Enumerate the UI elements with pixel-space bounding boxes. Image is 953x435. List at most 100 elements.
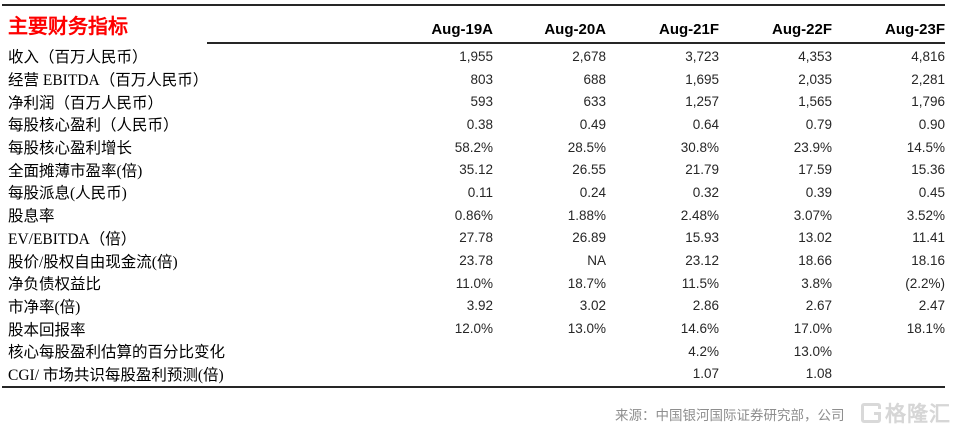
table-cell: 1,695: [685, 71, 719, 87]
table-row: 股价/股权自由现金流(倍) 23.78 NA 23.12 18.66 18.16: [8, 249, 945, 272]
watermark: 格隆汇: [861, 398, 951, 428]
watermark-text: 格隆汇: [885, 403, 951, 426]
row-label: CGI/ 市场共识每股盈利预测(倍): [8, 366, 224, 384]
page-title: 主要财务指标: [8, 16, 128, 38]
table-cell: 1,565: [798, 94, 832, 110]
table-cell: 23.9%: [793, 139, 832, 155]
table-cell: 11.0%: [455, 275, 493, 291]
gelonghui-logo-icon: [861, 403, 881, 423]
table-cell: 1.07: [692, 366, 719, 382]
table-cell: 0.49: [579, 116, 606, 132]
table-cell: 2,678: [572, 48, 606, 64]
table-cell: 0.86%: [454, 207, 493, 223]
table-cell: 11.41: [912, 230, 945, 246]
row-label: 股息率: [8, 208, 55, 226]
table-cell: 2,035: [798, 71, 832, 87]
table-row: 每股核心盈利（人民币） 0.38 0.49 0.64 0.79 0.90: [8, 113, 945, 136]
table-cell: 15.36: [911, 162, 945, 178]
table-cell: 3,723: [685, 48, 719, 64]
table-cell: 58.2%: [454, 139, 493, 155]
row-label: 净负债权益比: [8, 276, 102, 294]
table-cell: 12.0%: [454, 321, 493, 337]
table-cell: 15.93: [685, 230, 719, 246]
row-label: 净利润（百万人民币）: [8, 94, 164, 112]
table-cell: 14.6%: [680, 321, 719, 337]
table-row: 收入（百万人民币） 1,955 2,678 3,723 4,353 4,816: [8, 45, 945, 68]
table-row: 每股核心盈利增长 58.2% 28.5% 30.8% 23.9% 14.5%: [8, 136, 945, 159]
table-cell: 27.78: [459, 230, 493, 246]
table-cell: 0.64: [692, 116, 719, 132]
table-cell: 14.5%: [906, 139, 945, 155]
row-label: 每股核心盈利（人民币）: [8, 117, 179, 135]
table-row: 核心每股盈利估算的百分比变化 4.2% 13.0%: [8, 340, 945, 363]
table-cell: 0.79: [805, 116, 832, 132]
table-cell: NA: [587, 253, 606, 269]
table-cell: 23.12: [685, 253, 719, 269]
table-cell: 2.86: [692, 298, 719, 314]
table-cell: 803: [470, 71, 493, 87]
table-row: 净利润（百万人民币） 593 633 1,257 1,565 1,796: [8, 90, 945, 113]
table-cell: 0.39: [805, 184, 832, 200]
table-cell: 28.5%: [567, 139, 606, 155]
table-row: 经营 EBITDA（百万人民币） 803 688 1,695 2,035 2,281: [8, 68, 945, 91]
column-header: Aug-22F: [772, 21, 832, 38]
table-cell: 3.07%: [793, 207, 832, 223]
row-label: 经营 EBITDA（百万人民币）: [8, 72, 209, 90]
table-row: 净负债权益比 11.0% 18.7% 11.5% 3.8% (2.2%): [8, 272, 945, 295]
row-label: 核心每股盈利估算的百分比变化: [8, 344, 226, 362]
table-cell: 13.02: [798, 230, 832, 246]
row-label: 每股核心盈利增长: [8, 140, 133, 158]
table-cell: 0.32: [692, 184, 719, 200]
table-cell: 1.88%: [567, 207, 606, 223]
table-cell: 26.89: [572, 230, 606, 246]
column-header: Aug-20A: [544, 21, 606, 38]
row-label: 全面摊薄市盈率(倍): [8, 162, 143, 180]
table-cell: 17.0%: [793, 321, 832, 337]
row-label: 收入（百万人民币）: [8, 49, 148, 67]
table-row: 每股派息(人民币) 0.11 0.24 0.32 0.39 0.45: [8, 181, 945, 204]
table-cell: 3.02: [579, 298, 606, 314]
table-cell: 0.11: [467, 184, 493, 200]
table-cell: 0.38: [466, 116, 493, 132]
table-cell: 2.48%: [680, 207, 719, 223]
table-row: 全面摊薄市盈率(倍) 35.12 26.55 21.79 17.59 15.36: [8, 158, 945, 181]
row-label: 市净率(倍): [8, 298, 81, 316]
table-cell: 593: [470, 94, 493, 110]
table-cell: 26.55: [572, 162, 606, 178]
source-note: 来源：中国银河国际证券研究部，公司: [615, 404, 845, 424]
bottom-rule: [2, 386, 945, 388]
table-row: 股本回报率 12.0% 13.0% 14.6% 17.0% 18.1%: [8, 317, 945, 340]
table-cell: 18.16: [911, 253, 945, 269]
table-cell: 2.67: [805, 298, 832, 314]
table-cell: 1,955: [459, 48, 493, 64]
table-cell: 18.1%: [906, 321, 945, 337]
row-label: 每股派息(人民币): [8, 185, 127, 203]
table-row: EV/EBITDA（倍） 27.78 26.89 15.93 13.02 11.41: [8, 227, 945, 250]
table-cell: 30.8%: [680, 139, 719, 155]
column-header: Aug-23F: [885, 21, 945, 38]
top-rule: [2, 4, 945, 6]
table-row: CGI/ 市场共识每股盈利预测(倍) 1.07 1.08: [8, 363, 945, 386]
row-label: EV/EBITDA（倍）: [8, 230, 137, 248]
table-cell: 21.79: [685, 162, 719, 178]
table-cell: (2.2%): [905, 275, 945, 291]
table-row: 股息率 0.86% 1.88% 2.48% 3.07% 3.52%: [8, 204, 945, 227]
source-text: 来源：中国银河国际证券研究部，公司: [615, 408, 845, 423]
row-label: 股价/股权自由现金流(倍): [8, 253, 178, 271]
header-underline: [207, 42, 945, 44]
table-cell: 3.92: [466, 298, 493, 314]
table-cell: 11.5%: [681, 275, 719, 291]
column-header: Aug-19A: [431, 21, 493, 38]
table-cell: 0.45: [918, 184, 945, 200]
table-cell: 1.08: [805, 366, 832, 382]
table-cell: 3.8%: [801, 275, 832, 291]
table-cell: 4,816: [911, 48, 945, 64]
column-header: Aug-21F: [659, 21, 719, 38]
table-cell: 0.24: [579, 184, 606, 200]
table-cell: 4,353: [798, 48, 832, 64]
table-cell: 3.52%: [906, 207, 945, 223]
table-cell: 13.0%: [567, 321, 606, 337]
table-cell: 18.7%: [567, 275, 606, 291]
table-cell: 2.47: [918, 298, 945, 314]
